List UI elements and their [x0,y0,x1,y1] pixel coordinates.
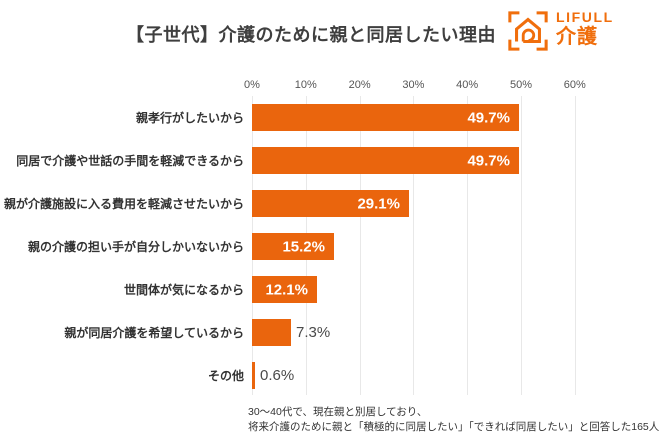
lifull-kaigo-logo: LIFULL 介護 [507,10,614,52]
gridline [574,96,576,395]
bar: 49.7% [252,147,519,174]
bar [252,319,291,346]
bar: 12.1% [252,276,317,303]
value-label: 15.2% [282,238,325,255]
logo-service-kaigo: 介護 [556,26,598,48]
category-label: 親が介護施設に入る費用を軽減させたいから [3,197,244,211]
page-title: 【子世代】介護のために親と同居したい理由 [126,25,496,45]
house-outline [515,17,541,44]
gridline [467,96,469,395]
house-spiral-logo-icon [508,11,548,51]
value-label: 12.1% [265,281,308,298]
bracket-top-left [508,11,520,23]
logo-brand-lifull: LIFULL [556,9,614,25]
gridline [359,96,361,395]
bracket-bottom-left [508,39,520,51]
logo-text: LIFULL 介護 [556,10,614,47]
spiral [521,28,536,42]
x-axis-tick-label: 0% [244,79,260,91]
category-label: 親が同居介護を希望しているから [64,326,244,340]
category-label: 同居で介護や世話の手間を軽減できるから [16,154,244,168]
bar: 15.2% [252,233,334,260]
bar: 29.1% [252,190,409,217]
footnote: 30〜40代で、現在親と別居しており、 将来介護のために親と「積極的に同居したい… [248,405,659,435]
x-axis-tick-label: 60% [563,79,586,91]
x-axis-tick-label: 10% [294,79,317,91]
footnote-line-2: 将来介護のために親と「積極的に同居したい」「できれば同居したい」と回答した165… [248,421,660,433]
category-label: 世間体が気になるから [123,283,244,297]
value-label: 29.1% [357,195,400,212]
bar [252,362,255,389]
value-label: 0.6% [260,367,295,384]
gridline [413,96,415,395]
category-label: 親孝行がしたいから [135,111,244,125]
value-label: 7.3% [296,324,331,341]
bar: 49.7% [252,104,519,131]
x-axis-tick-label: 50% [509,79,533,91]
x-axis-tick-label: 20% [348,79,371,91]
footnote-line-1: 30〜40代で、現在親と別居しており、 [248,406,428,418]
category-label: その他 [207,369,244,383]
gridline [521,96,522,395]
x-axis-tick-label: 40% [456,79,479,91]
value-label: 49.7% [467,109,510,126]
x-axis-tick-label: 30% [402,79,425,91]
value-label: 49.7% [467,152,510,169]
bracket-bottom-right [536,39,548,51]
category-label: 親の介護の担い手が自分しかいないから [27,240,244,254]
bracket-top-right [536,11,548,23]
